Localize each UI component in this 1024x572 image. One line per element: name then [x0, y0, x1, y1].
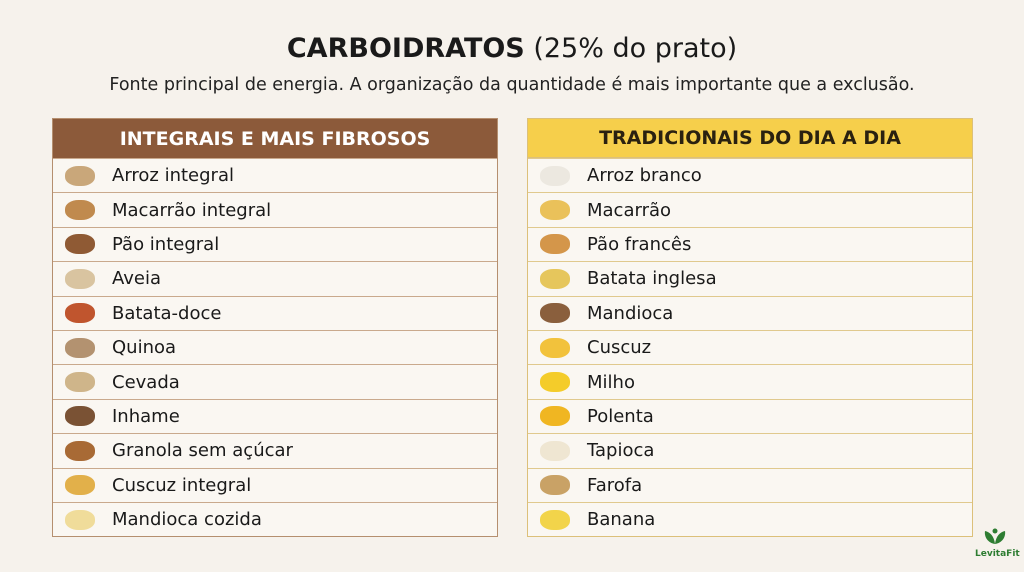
sweet-potato-icon — [65, 303, 95, 324]
list-item: Aveia — [53, 261, 497, 295]
title-bold: CARBOIDRATOS — [286, 33, 525, 64]
list-item: Cevada — [53, 364, 497, 398]
item-label: Pão francês — [587, 233, 692, 255]
list-item: Granola sem açúcar — [53, 433, 497, 467]
list-item: Batata inglesa — [528, 261, 972, 295]
barley-icon — [65, 372, 95, 393]
item-label: Pão integral — [112, 233, 220, 255]
item-label: Farofa — [587, 474, 643, 496]
cassava-root-icon — [540, 303, 570, 324]
list-item: Macarrão integral — [53, 192, 497, 226]
item-label: Macarrão — [587, 199, 672, 221]
table-heading: INTEGRAIS E MAIS FIBROSOS — [53, 119, 497, 158]
table-heading: TRADICIONAIS DO DIA A DIA — [528, 119, 972, 158]
item-label: Mandioca cozida — [112, 509, 262, 531]
list-item: Milho — [528, 364, 972, 398]
logo: LevitaFit — [975, 527, 1020, 559]
cassava-icon — [65, 509, 95, 530]
whole-pasta-icon — [65, 200, 95, 221]
item-label: Cevada — [112, 371, 180, 393]
item-label: Mandioca — [587, 302, 674, 324]
item-label: Granola sem açúcar — [112, 440, 293, 462]
title-rest: (25% do prato) — [524, 33, 738, 64]
page-title: CARBOIDRATOS (25% do prato) — [0, 33, 1024, 64]
list-item: Pão integral — [53, 226, 497, 261]
item-label: Milho — [587, 371, 635, 393]
list-item: Banana — [528, 501, 972, 536]
list-item: Arroz integral — [53, 158, 497, 192]
tapioca-icon — [540, 440, 570, 461]
item-label: Tapioca — [587, 440, 655, 462]
item-label: Polenta — [587, 405, 654, 427]
logo-text: LevitaFit — [975, 549, 1020, 559]
list-item: Inhame — [53, 398, 497, 433]
oats-bowl-icon — [65, 268, 95, 289]
yam-icon — [65, 406, 95, 427]
potato-icon — [540, 268, 570, 289]
pasta-icon — [540, 200, 570, 221]
list-item: Cuscuz integral — [53, 467, 497, 502]
traditional-table: TRADICIONAIS DO DIA A DIA Arroz branco Ma… — [527, 118, 973, 538]
item-label: Arroz branco — [587, 165, 702, 187]
item-label: Batata inglesa — [587, 268, 717, 290]
item-label: Cuscuz — [587, 337, 652, 359]
leaf-logo-icon — [984, 528, 1006, 544]
item-label: Inhame — [112, 405, 180, 427]
granola-icon — [65, 440, 95, 461]
corn-icon — [540, 372, 570, 393]
list-item: Cuscuz — [528, 329, 972, 364]
item-label: Banana — [587, 509, 656, 531]
item-label: Arroz integral — [112, 165, 234, 187]
whole-grains-table: INTEGRAIS E MAIS FIBROSOS Arroz integral… — [52, 118, 498, 538]
farofa-icon — [540, 475, 570, 496]
list-item: Arroz branco — [528, 158, 972, 192]
item-label: Aveia — [112, 268, 162, 290]
polenta-icon — [540, 406, 570, 427]
item-label: Cuscuz integral — [112, 474, 252, 496]
item-label: Batata-doce — [112, 302, 222, 324]
list-item: Batata-doce — [53, 295, 497, 330]
item-label: Macarrão integral — [112, 199, 272, 221]
list-item: Farofa — [528, 467, 972, 502]
cuscuz-icon — [540, 337, 570, 358]
list-item: Mandioca cozida — [53, 501, 497, 536]
list-item: Pão francês — [528, 226, 972, 261]
couscous-icon — [65, 475, 95, 496]
quinoa-icon — [65, 337, 95, 358]
list-item: Polenta — [528, 398, 972, 433]
subtitle: Fonte principal de energia. A organizaçã… — [109, 75, 915, 95]
brown-rice-icon — [65, 165, 95, 186]
item-label: Quinoa — [112, 337, 177, 359]
list-item: Quinoa — [53, 329, 497, 364]
banana-icon — [540, 509, 570, 530]
list-item: Tapioca — [528, 433, 972, 467]
french-bread-icon — [540, 234, 570, 255]
list-item: Mandioca — [528, 295, 972, 330]
whole-bread-icon — [65, 234, 95, 255]
list-item: Macarrão — [528, 192, 972, 226]
white-rice-icon — [540, 165, 570, 186]
